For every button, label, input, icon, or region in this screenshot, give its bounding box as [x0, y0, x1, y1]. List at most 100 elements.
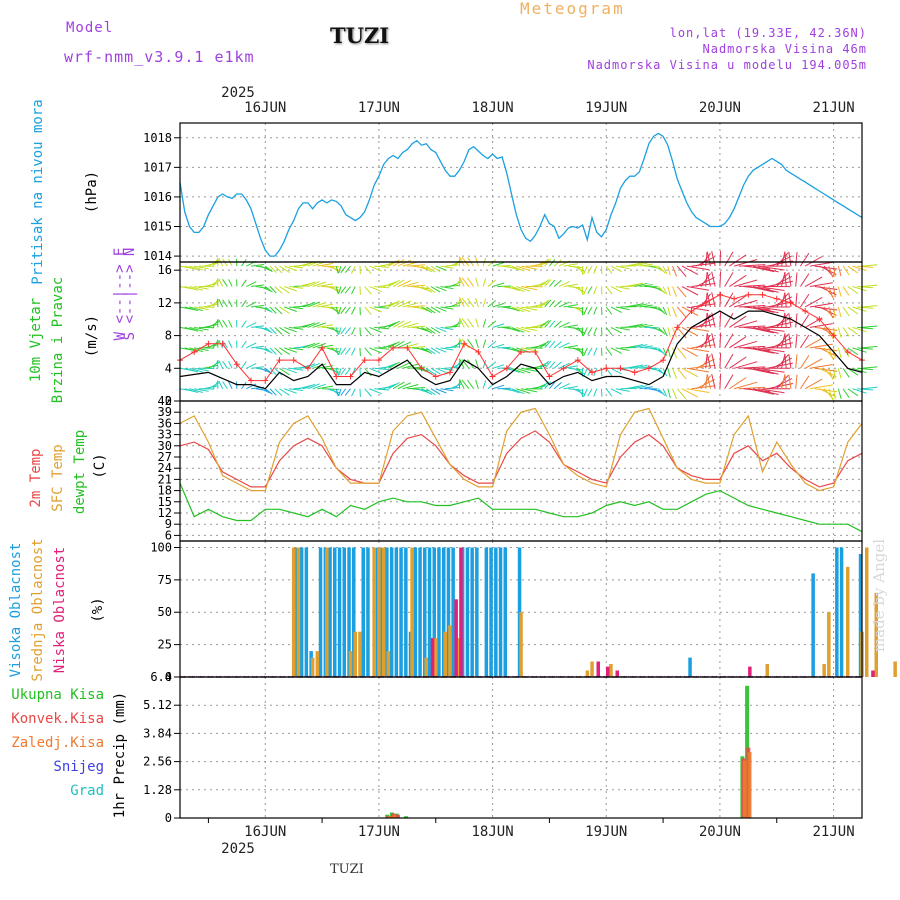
ytick-label: 18 — [158, 484, 172, 498]
wind-barb — [593, 327, 598, 336]
wind-barb — [425, 367, 436, 375]
wind-barb — [809, 384, 833, 390]
wind-barb — [804, 337, 823, 349]
wind-barb — [241, 320, 247, 328]
wind-barb — [335, 327, 339, 335]
ylabel-temp-dewpt: dewpt Temp — [72, 430, 88, 514]
wind-barb — [583, 306, 588, 315]
wind-barb — [629, 303, 643, 308]
wind-barb — [563, 263, 578, 267]
wind-barb — [506, 326, 520, 332]
wind-barb — [520, 388, 538, 393]
cloud-bar — [394, 547, 399, 677]
wind-barb — [549, 340, 556, 349]
wind-barb — [344, 347, 351, 355]
wind-barb — [440, 265, 454, 269]
wind-barb — [857, 326, 874, 330]
wind-barb — [705, 272, 708, 287]
wind-barb — [351, 265, 356, 274]
wind-barb — [784, 272, 787, 287]
wind-barb — [269, 265, 277, 273]
wind-barb — [369, 347, 382, 354]
wind-barb — [676, 347, 687, 359]
wind-barb — [364, 327, 372, 336]
wind-barb — [482, 298, 487, 308]
wind-barb — [274, 327, 283, 335]
wind-barb — [425, 265, 436, 273]
cloud-bar — [347, 547, 351, 677]
wind-barb — [544, 340, 552, 349]
wind-barb — [397, 300, 412, 308]
yaxis-precipitation: 0 1.28 2.56 3.84 5.12 6.4 — [143, 670, 862, 825]
wind-barb — [700, 252, 711, 267]
wind-barb — [250, 304, 264, 308]
wind-barb — [435, 367, 447, 374]
wind-barb — [852, 306, 867, 312]
wind-barb — [852, 347, 867, 353]
wind-barb — [335, 347, 339, 356]
cloud-bar — [423, 547, 427, 677]
gust-marker — [716, 291, 723, 298]
gust-marker — [262, 377, 269, 384]
wind-barb — [800, 252, 810, 267]
wind-barb — [691, 323, 716, 328]
wind-barb — [691, 385, 716, 390]
wind-barb — [719, 271, 722, 287]
wind-barb — [369, 306, 382, 313]
wind-barb — [425, 347, 436, 355]
wind-barb — [711, 292, 716, 308]
wind-barb — [487, 259, 497, 267]
wind-barb — [781, 271, 786, 287]
wind-barb — [440, 326, 454, 330]
wind-barb — [492, 384, 505, 390]
wind-barb — [719, 250, 722, 267]
cloud-bar — [437, 547, 441, 677]
wind-barb — [861, 305, 878, 308]
wind-barb — [338, 368, 342, 376]
wind-barb — [435, 388, 447, 394]
wind-barb — [497, 305, 512, 308]
wind-barb — [615, 286, 630, 290]
wind-barb — [705, 251, 708, 267]
wind-barb — [222, 381, 228, 390]
wind-barb — [260, 388, 271, 394]
gust-marker — [319, 344, 326, 351]
wind-barb — [847, 388, 859, 397]
wind-barb — [648, 265, 662, 270]
wind-barb — [667, 388, 671, 399]
wind-barb — [194, 306, 209, 311]
wind-barb — [681, 326, 699, 337]
wind-barb — [629, 282, 643, 288]
wind-barb — [338, 306, 342, 315]
wind-barb — [458, 276, 465, 287]
gust-marker — [191, 348, 198, 355]
wind-barb — [335, 368, 339, 376]
wind-barb — [767, 342, 793, 349]
wind-barb — [307, 383, 320, 390]
wind-barb — [724, 292, 734, 308]
wind-barb — [288, 265, 304, 269]
wind-barb — [506, 265, 520, 271]
wind-barb — [351, 347, 356, 356]
wind-barb — [274, 388, 283, 397]
wind-barb — [228, 319, 233, 328]
wind-barb — [605, 388, 613, 397]
wind-barb — [686, 367, 710, 373]
wind-barb — [667, 327, 671, 337]
wind-barb — [776, 354, 789, 369]
ytick-label: 1017 — [143, 160, 172, 174]
wind-barb — [615, 326, 630, 331]
wind-barb — [260, 326, 271, 333]
ytick-label: 1018 — [143, 131, 172, 145]
wind-barb — [260, 367, 271, 374]
wind-barb — [767, 362, 793, 369]
wind-barb — [784, 333, 787, 348]
elevation-label: Nadmorska Visina 46m — [702, 42, 867, 56]
wind-barb — [392, 320, 405, 328]
wind-barb — [784, 251, 787, 267]
wind-barb — [539, 320, 550, 328]
wind-barb — [788, 272, 792, 287]
wind-barb — [583, 327, 588, 336]
wind-barb — [338, 347, 342, 356]
wind-barb — [392, 381, 405, 390]
